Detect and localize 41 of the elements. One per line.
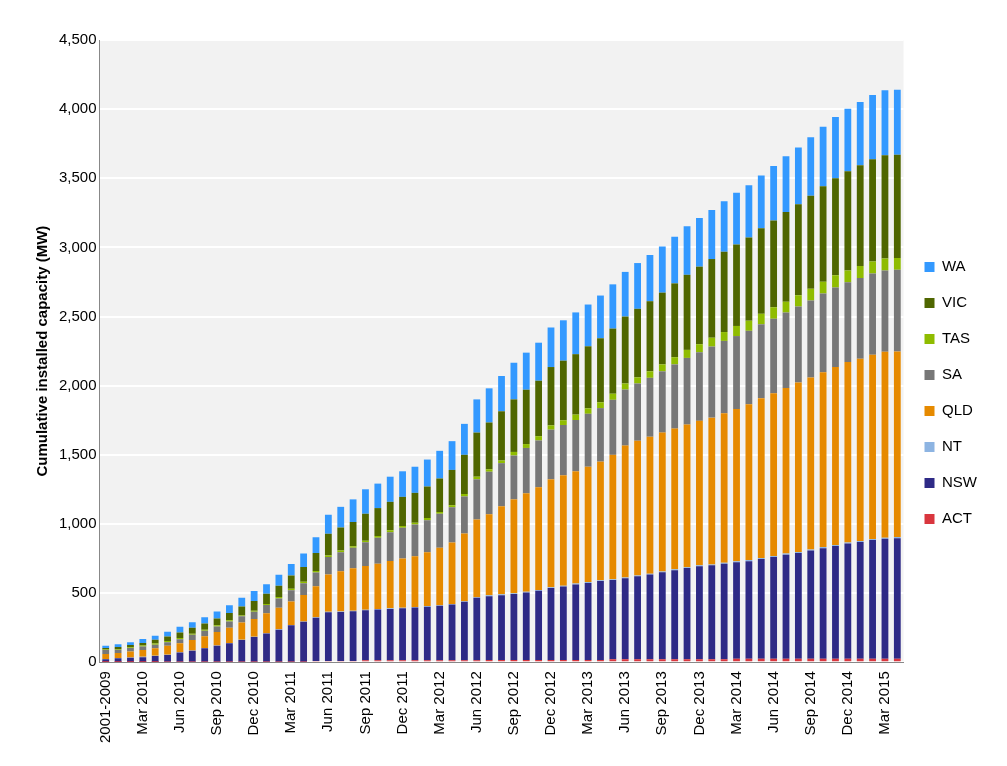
x-tick-label: 2001-2009	[95, 671, 113, 743]
x-tick-label: Dec 2013	[689, 671, 707, 736]
x-tick-label: Sep 2013	[652, 671, 670, 736]
x-tick-label: Sep 2011	[355, 671, 373, 735]
x-tick-label: Mar 2014	[726, 671, 744, 735]
legend-label: ACT	[942, 509, 972, 527]
x-tick-label: Jun 2011	[318, 671, 336, 732]
legend-label: QLD	[942, 401, 974, 419]
x-tick-label: Sep 2010	[207, 671, 225, 736]
legend-label: NT	[942, 437, 962, 455]
x-tick-label: Mar 2013	[578, 671, 596, 735]
y-tick-label: 2,500	[58, 306, 97, 324]
y-tick-label: 3,500	[58, 168, 97, 186]
x-tick-label: Dec 2010	[244, 671, 262, 736]
y-tick-label: 1,000	[58, 514, 97, 532]
y-tick-label: 4,500	[58, 30, 97, 48]
y-axis-title: Cumulative installed capacity (MW)	[33, 225, 51, 477]
legend-label: WA	[942, 257, 966, 275]
x-tick-label: Mar 2015	[875, 671, 893, 735]
x-tick-label: Dec 2014	[837, 671, 855, 736]
x-tick-label: Jun 2012	[466, 671, 484, 733]
legend-label: SA	[942, 365, 963, 383]
x-tick-label: Jun 2014	[763, 671, 781, 733]
x-tick-label: Jun 2013	[615, 671, 633, 733]
y-tick-label: 4,000	[58, 99, 97, 117]
x-tick-label: Sep 2014	[800, 671, 818, 736]
legend-label: TAS	[942, 329, 971, 347]
x-tick-label: Mar 2011	[281, 671, 299, 734]
x-tick-label: Mar 2012	[429, 671, 447, 735]
legend-label: VIC	[942, 293, 968, 311]
y-tick-label: 0	[88, 652, 97, 670]
x-tick-label: Dec 2012	[541, 671, 559, 736]
x-tick-label: Dec 2011	[392, 671, 410, 735]
y-tick-label: 2,000	[58, 375, 97, 393]
y-tick-label: 1,500	[58, 444, 97, 462]
x-tick-label: Jun 2010	[170, 671, 188, 733]
y-tick-label: 500	[71, 583, 97, 601]
legend-label: NSW	[942, 473, 978, 491]
x-tick-label: Mar 2010	[132, 671, 150, 735]
x-tick-label: Sep 2012	[504, 671, 522, 736]
y-tick-label: 3,000	[58, 237, 97, 255]
